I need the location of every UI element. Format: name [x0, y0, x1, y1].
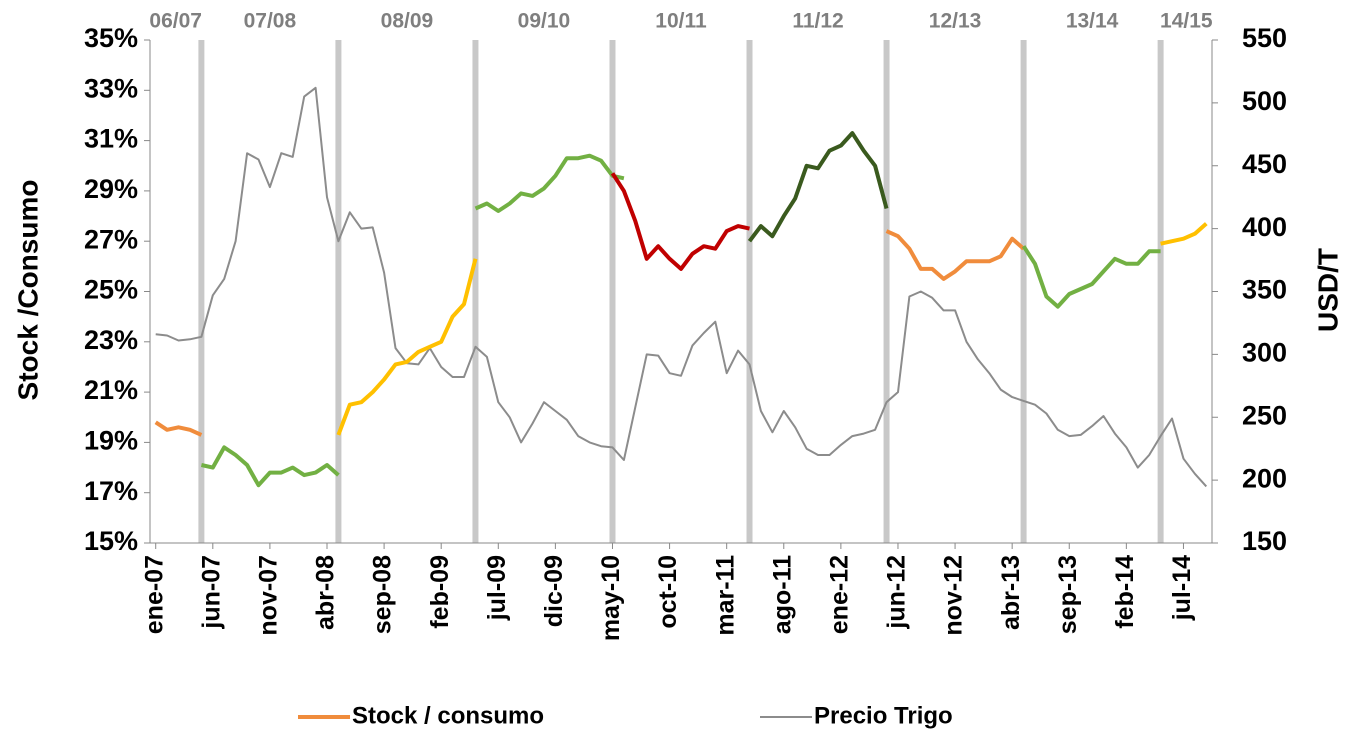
x-tick-label: jul-09 — [483, 555, 511, 621]
y-tick-label: 15% — [84, 526, 138, 556]
y-tick-label: 19% — [84, 426, 138, 456]
stock-line — [200, 445, 340, 488]
y2-tick-label: 500 — [1242, 86, 1287, 116]
campaign-label: 10/11 — [655, 10, 707, 33]
y-tick-label: 27% — [84, 224, 138, 254]
x-tick-label: feb-09 — [426, 555, 454, 629]
campaign-label: 14/15 — [1160, 10, 1213, 33]
stock-line — [154, 229, 1025, 437]
x-tick-label: nov-12 — [940, 555, 968, 636]
legend-label: Stock / consumo — [352, 702, 544, 729]
campaign-divider — [472, 40, 479, 543]
y-tick-label: 23% — [84, 325, 138, 355]
y-tick-label: 21% — [84, 375, 138, 405]
x-tick-label: ago-11 — [768, 555, 796, 634]
y2-axis-label: USD/T — [1312, 248, 1343, 332]
y-tick-label: 25% — [84, 275, 138, 305]
x-tick-label: jun-07 — [197, 555, 225, 630]
y-tick-label: 17% — [84, 476, 138, 506]
y2-tick-label: 450 — [1242, 149, 1287, 179]
campaign-label: 08/09 — [381, 10, 434, 33]
y-tick-label: 35% — [84, 23, 138, 53]
campaign-label: 09/10 — [518, 10, 571, 33]
campaign-label: 11/12 — [792, 10, 843, 33]
stock-line — [610, 172, 750, 271]
stock-line — [747, 131, 889, 243]
y2-tick-label: 400 — [1242, 212, 1287, 242]
campaign-divider — [746, 40, 753, 543]
campaign-divider — [1157, 40, 1164, 543]
stock-line — [336, 258, 478, 436]
x-tick-label: sep-13 — [1054, 555, 1082, 634]
x-tick-label: jun-12 — [883, 555, 911, 630]
campaign-label: 06/07 — [149, 10, 202, 33]
x-tick-label: sep-08 — [369, 555, 397, 634]
stock-line — [1160, 222, 1208, 246]
y2-tick-label: 300 — [1242, 338, 1287, 368]
x-tick-label: mar-11 — [711, 555, 739, 636]
campaign-divider — [609, 40, 616, 543]
y-tick-label: 33% — [84, 73, 138, 103]
price-line — [155, 86, 1208, 488]
x-tick-label: dic-09 — [540, 555, 568, 627]
x-tick-label: feb-14 — [1111, 555, 1139, 629]
y2-tick-label: 200 — [1242, 463, 1287, 493]
campaign-label: 07/08 — [244, 10, 297, 33]
campaign-divider — [883, 40, 890, 543]
x-tick-label: ene-12 — [825, 555, 853, 634]
campaign-divider — [198, 40, 205, 543]
y2-tick-label: 150 — [1242, 526, 1287, 556]
stock-line — [1021, 245, 1161, 309]
y-axis-label: Stock /Consumo — [12, 180, 43, 401]
x-tick-label: ene-07 — [140, 555, 168, 634]
legend-label: Precio Trigo — [814, 702, 953, 729]
x-tick-label: may-10 — [597, 555, 625, 641]
x-tick-label: oct-10 — [654, 555, 682, 629]
campaign-divider — [1020, 40, 1027, 543]
x-tick-label: nov-07 — [255, 555, 283, 636]
x-tick-label: abr-13 — [997, 555, 1025, 630]
y-tick-label: 29% — [84, 174, 138, 204]
y2-tick-label: 550 — [1242, 23, 1287, 53]
campaign-label: 13/14 — [1066, 10, 1119, 33]
y-tick-label: 31% — [84, 124, 138, 154]
stock-line — [474, 153, 625, 213]
y2-tick-label: 250 — [1242, 400, 1287, 430]
campaign-label: 12/13 — [929, 10, 982, 33]
y2-tick-label: 350 — [1242, 275, 1287, 305]
campaign-divider — [335, 40, 342, 543]
x-tick-label: jul-14 — [1168, 555, 1196, 621]
x-tick-label: abr-08 — [312, 555, 340, 630]
